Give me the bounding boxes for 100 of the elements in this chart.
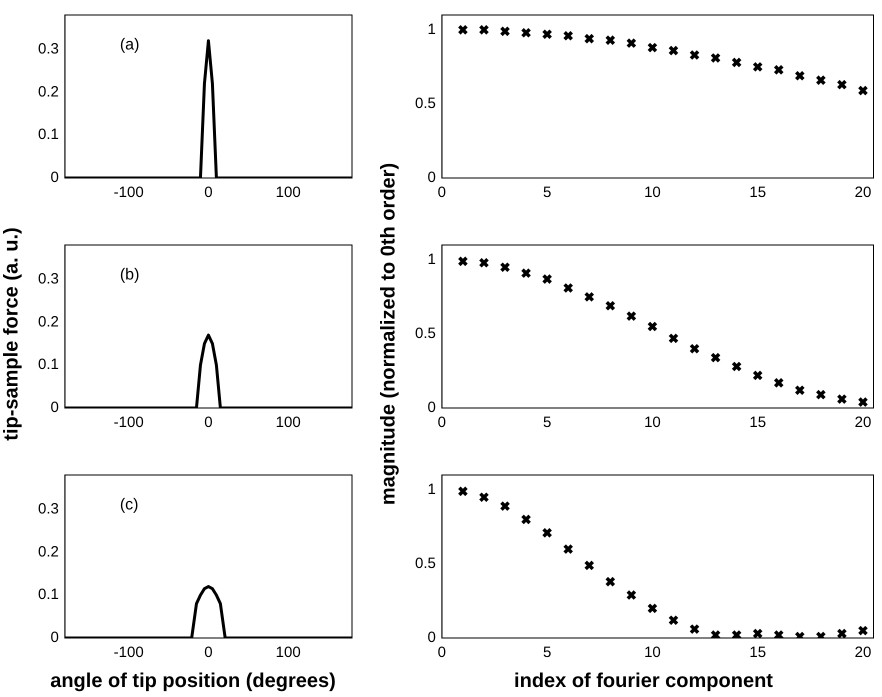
point bbox=[752, 62, 763, 72]
annotation: (b) bbox=[120, 266, 140, 284]
y-tick-label: 0 bbox=[50, 629, 59, 646]
point bbox=[858, 625, 868, 636]
x-tick-label: -100 bbox=[114, 414, 144, 432]
y-tick-label: 0.1 bbox=[38, 586, 59, 604]
point bbox=[520, 268, 532, 278]
point bbox=[647, 42, 658, 53]
point bbox=[773, 378, 784, 388]
point bbox=[458, 256, 468, 267]
point bbox=[710, 52, 721, 64]
y-tick-label: 0 bbox=[428, 399, 436, 416]
point bbox=[478, 257, 490, 268]
point bbox=[668, 45, 679, 56]
x-tick-label: 10 bbox=[644, 414, 661, 432]
point bbox=[858, 85, 868, 96]
point bbox=[773, 64, 784, 76]
point bbox=[562, 30, 574, 42]
y-tick-label: 1 bbox=[428, 480, 436, 498]
point bbox=[647, 603, 658, 614]
point bbox=[836, 394, 848, 404]
x-tick-label: 100 bbox=[276, 184, 301, 202]
point bbox=[500, 500, 510, 512]
y-tick-label: 0 bbox=[50, 169, 59, 186]
point bbox=[668, 333, 679, 344]
y-tick-label: 1 bbox=[428, 20, 436, 38]
point bbox=[836, 628, 848, 638]
point bbox=[689, 50, 700, 60]
x-tick-label: 5 bbox=[542, 414, 552, 432]
y-tick-label: 0.3 bbox=[38, 270, 59, 288]
point bbox=[458, 24, 468, 36]
point bbox=[689, 624, 700, 634]
point bbox=[542, 528, 552, 538]
x-tick-label: 10 bbox=[644, 644, 661, 662]
y-tick-label: 0.3 bbox=[38, 500, 59, 518]
annotation: (c) bbox=[120, 496, 139, 514]
y-tick-label: 1 bbox=[428, 250, 436, 268]
x-tick-label: 10 bbox=[644, 184, 661, 202]
point bbox=[836, 79, 848, 90]
point bbox=[626, 310, 637, 322]
x-tick-label: 15 bbox=[749, 414, 766, 432]
point bbox=[584, 560, 595, 571]
y-tick-label: 0.5 bbox=[414, 95, 436, 112]
x-tick-label: 100 bbox=[276, 644, 301, 662]
x-tick-label: 5 bbox=[542, 644, 552, 662]
point bbox=[647, 321, 658, 332]
point bbox=[731, 57, 742, 68]
x-tick-label: 0 bbox=[204, 644, 213, 662]
point bbox=[605, 300, 616, 312]
point bbox=[542, 274, 552, 284]
y-tick-label: 0.5 bbox=[414, 555, 436, 572]
point bbox=[626, 590, 637, 600]
point bbox=[605, 576, 616, 587]
y-tick-label: 0 bbox=[428, 629, 436, 646]
y-tick-label: 0.3 bbox=[38, 40, 59, 58]
y-tick-label: 0.1 bbox=[38, 126, 59, 144]
point bbox=[500, 262, 510, 273]
x-tick-label: -100 bbox=[114, 644, 144, 662]
y-axis-title: magnitude (normalized to 0th order) bbox=[378, 162, 400, 506]
y-tick-label: 0 bbox=[50, 399, 59, 416]
point bbox=[626, 38, 637, 48]
point bbox=[500, 26, 510, 37]
point bbox=[520, 27, 532, 38]
x-tick-label: 20 bbox=[854, 644, 872, 662]
y-tick-label: 0.1 bbox=[38, 356, 59, 374]
point bbox=[752, 628, 763, 638]
point bbox=[816, 74, 826, 86]
point bbox=[816, 389, 826, 400]
y-axis-title: tip-sample force (a. u.) bbox=[0, 227, 24, 441]
point bbox=[478, 24, 490, 36]
x-tick-label: 100 bbox=[276, 414, 301, 432]
y-tick-label: 0.2 bbox=[38, 543, 59, 560]
x-tick-label: 15 bbox=[749, 184, 766, 202]
x-tick-label: -100 bbox=[114, 184, 144, 202]
point bbox=[562, 282, 574, 294]
point bbox=[562, 544, 574, 554]
point bbox=[542, 28, 552, 40]
x-axis-title: index of fourier component bbox=[513, 670, 774, 693]
x-tick-label: 5 bbox=[542, 184, 552, 202]
point bbox=[478, 492, 490, 503]
point bbox=[605, 34, 616, 46]
x-tick-label: 20 bbox=[854, 184, 872, 202]
point bbox=[458, 486, 468, 497]
point bbox=[710, 352, 721, 363]
x-axis-title: angle of tip position (degrees) bbox=[49, 670, 337, 693]
x-tick-label: 15 bbox=[749, 644, 766, 662]
point bbox=[584, 33, 595, 44]
point bbox=[520, 514, 532, 525]
y-tick-label: 0.2 bbox=[38, 313, 59, 330]
y-tick-label: 0.2 bbox=[38, 83, 59, 100]
y-tick-label: 0 bbox=[428, 169, 436, 186]
y-tick-label: 0.5 bbox=[414, 325, 436, 342]
point bbox=[668, 614, 679, 626]
x-tick-label: 20 bbox=[854, 414, 872, 432]
x-tick-label: 0 bbox=[204, 184, 213, 202]
point bbox=[731, 361, 742, 372]
point bbox=[794, 384, 806, 396]
point bbox=[752, 370, 763, 381]
point bbox=[689, 343, 700, 354]
annotation: (a) bbox=[120, 36, 140, 54]
